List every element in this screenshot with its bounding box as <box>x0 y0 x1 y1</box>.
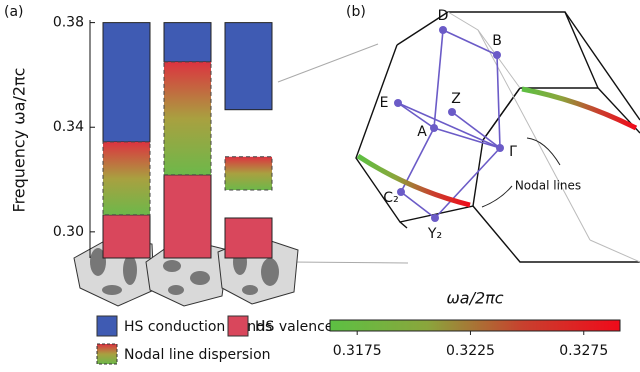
legend-swatch <box>96 315 118 337</box>
y-axis-label: Frequency ωa/2πc <box>10 68 29 213</box>
bz-point-label: Γ <box>509 144 517 160</box>
x-tick-label: 0.3225 <box>446 343 495 359</box>
bz-point <box>431 214 439 222</box>
bz-path <box>451 111 501 149</box>
bz-path <box>442 29 498 56</box>
nodal-line <box>356 153 471 208</box>
bz-point <box>448 108 456 116</box>
annotation-arrow <box>481 185 513 208</box>
band-bar <box>102 22 151 143</box>
panel-label: (a) <box>4 4 24 20</box>
band-bar <box>102 214 151 259</box>
panel-label: (b) <box>346 4 366 20</box>
legend-swatch <box>96 343 118 365</box>
y-tick-label: 0.38 <box>53 15 84 31</box>
bz-point <box>439 26 447 34</box>
legend-label: Nodal line dispersion <box>124 347 271 363</box>
brillouin-zone <box>355 11 640 263</box>
annotation: Nodal lines <box>515 179 581 193</box>
bz-point <box>430 124 438 132</box>
colorbar-label: ωa/2πc <box>446 289 503 308</box>
bz-path <box>434 147 501 219</box>
guide-line <box>277 43 379 83</box>
band-bar <box>163 22 212 63</box>
legend-swatch <box>227 315 249 337</box>
bz-point <box>493 51 501 59</box>
bz-path <box>433 29 444 129</box>
y-tick-label: 0.34 <box>53 119 84 135</box>
x-tick-label: 0.3175 <box>333 343 382 359</box>
bz-point-label: B <box>492 33 502 49</box>
bz-path <box>397 102 435 129</box>
bz-point-label: Y₂ <box>427 226 442 242</box>
bz-point-label: D <box>438 8 449 24</box>
guide-line <box>289 261 409 264</box>
bz-points: D B E Z A Γ C₂ Y₂ <box>356 8 638 242</box>
nodal-bar <box>102 141 151 216</box>
bz-point <box>394 99 402 107</box>
x-tick-label: 0.3275 <box>559 343 608 359</box>
bz-path <box>397 102 501 149</box>
nodal-bar <box>224 156 273 191</box>
bz-point-label: Z <box>451 91 461 107</box>
band-bar <box>224 22 273 111</box>
bz-point-label: A <box>417 124 427 140</box>
bz-point <box>496 144 504 152</box>
bz-path <box>496 54 501 149</box>
bz-point-label: C₂ <box>383 190 398 206</box>
band-bar <box>224 217 273 259</box>
band-bar <box>163 174 212 259</box>
nodal-line <box>521 86 638 131</box>
bz-path <box>400 191 436 219</box>
nodal-bar <box>163 61 212 176</box>
annotation-arrow <box>526 137 561 166</box>
y-tick-label: 0.30 <box>53 224 84 240</box>
bz-point <box>397 188 405 196</box>
bz-path <box>433 127 501 149</box>
colorbar <box>329 319 621 332</box>
bz-point-label: E <box>380 95 389 111</box>
legend-label: HS conduction bands <box>124 319 272 335</box>
